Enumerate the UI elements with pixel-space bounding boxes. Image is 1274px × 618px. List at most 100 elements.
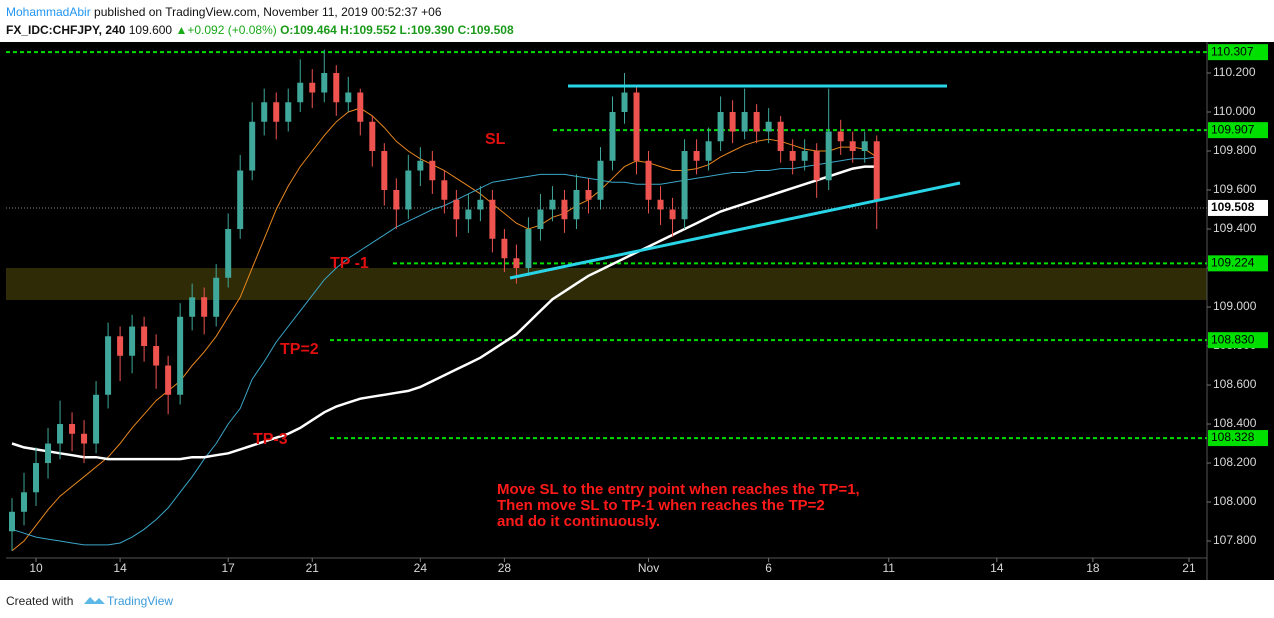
candle-body [261,102,268,122]
level-tag [1208,430,1268,447]
trend-line [509,181,961,280]
candle-body [345,92,352,103]
candle-body [513,258,520,269]
candle-body [609,112,616,161]
y-tick-label: 108.400 [1213,416,1257,430]
candle-body [93,394,100,444]
x-tick-label: 18 [1086,561,1100,575]
brand-logo [84,597,105,604]
note-line: Then move SL to TP-1 when reaches the TP… [497,497,825,514]
candle-body [177,316,184,395]
candle-body [249,121,256,171]
zone [6,268,1207,300]
candle-body [417,160,424,171]
candle-body [381,151,388,191]
candle-body [633,92,640,161]
level-label: 109.224 [1211,256,1255,270]
candle-body [693,151,700,161]
candle-body [57,424,64,444]
plot [6,49,1207,552]
x-tick-label: 14 [113,561,127,575]
candle-body [453,199,460,220]
y-tick-label: 108.000 [1213,494,1257,508]
candle-body [801,151,808,161]
candle-body [669,209,676,220]
candle-body [549,199,556,210]
candle-body [621,92,628,113]
candle-body [813,151,820,181]
x-tick-label: 28 [498,561,512,575]
candle-body [225,229,232,278]
candle-body [273,102,280,122]
candle-body [141,326,148,347]
candle-body [873,141,880,200]
candle-body [501,238,508,259]
ohlc: C:109.508 [458,23,514,37]
ohlc: L:109.390 [400,23,455,37]
candle-body [405,170,412,210]
moving-average [11,107,877,552]
y-tick-label: 110.200 [1213,65,1256,79]
candle-body [441,180,448,200]
level-tag [1208,255,1268,272]
candle-body [369,121,376,152]
header-line: MohammadAbir published on TradingView.co… [6,5,442,19]
x-tick-label: 24 [414,561,428,575]
candle-body [717,112,724,142]
level-label: 110.307 [1211,44,1254,58]
ohlc: H:109.552 [340,23,396,37]
ohlc: O:109.464 [280,23,337,37]
footer-brand[interactable]: TradingView [107,594,173,608]
annotation: TP -1 [330,255,369,272]
candle-body [777,121,784,152]
candle-body [477,199,484,210]
candle-body [33,463,40,493]
x-tick-label: 21 [306,561,320,575]
candle-body [525,229,532,269]
candle-body [21,492,28,512]
last: 109.600 [129,23,173,37]
candle-body [321,73,328,93]
candle-body [573,190,580,220]
candle-body [297,82,304,103]
candle-body [81,433,88,444]
note-line: and do it continuously. [497,513,660,530]
y-tick-label: 108.200 [1213,455,1257,469]
candle-body [165,365,172,395]
candle-body [285,102,292,122]
y-tick-label: 107.800 [1213,533,1257,547]
x-tick-label: Nov [638,561,659,575]
candle-body [9,511,16,532]
candle-body [465,209,472,220]
x-tick-label: 11 [883,561,896,575]
level-label: 108.328 [1211,430,1255,444]
candle-body [561,199,568,220]
moving-average [11,165,877,461]
level-tag [1208,44,1268,61]
symbol: FX_IDC:CHFJPY, 240 [6,23,126,37]
candle-body [597,160,604,200]
candle-body [537,209,544,230]
candle-body [201,297,208,317]
author: MohammadAbir [6,5,91,19]
annotation: TP=2 [280,341,319,358]
candle-body [729,112,736,132]
candle-body [429,160,436,181]
candle-body [489,199,496,239]
candle-body [45,443,52,464]
candle-body [645,160,652,200]
candle-body [189,297,196,317]
candle-body [117,336,124,356]
candle-body [741,112,748,132]
published: published on TradingView.com, November 1… [94,5,442,19]
candle-body [309,82,316,93]
x-tick-label: 10 [29,561,43,575]
y-tick-label: 108.600 [1213,377,1257,391]
x-tick-label: 6 [765,561,772,575]
candle-body [861,141,868,152]
last-price-label: 109.508 [1211,200,1255,214]
candle-body [753,112,760,132]
y-tick-label: 110.000 [1213,104,1256,118]
candle-body [657,199,664,210]
candle-body [585,190,592,200]
